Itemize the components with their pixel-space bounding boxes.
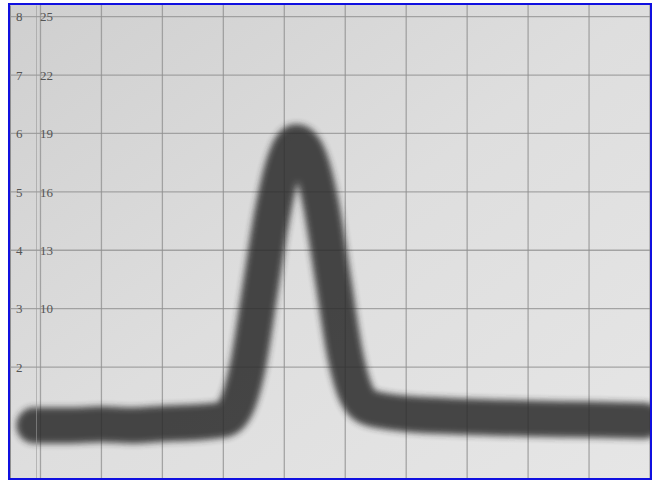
y-tick-label: 3 (16, 301, 23, 316)
y2-tick: 22 (36, 68, 53, 83)
grid-line-y (10, 133, 650, 134)
y-tick: 8 (10, 9, 23, 24)
y-tick: 4 (10, 243, 23, 258)
y-tick-label: 7 (16, 68, 23, 83)
y-tick-label: 2 (16, 360, 23, 375)
y-tick-label: 5 (16, 185, 23, 200)
y2-tick: 19 (36, 126, 53, 141)
plot-background (10, 5, 650, 478)
grid (10, 5, 650, 478)
y2-tick-label: 19 (40, 126, 53, 141)
y-tick: 7 (10, 68, 23, 83)
chart: 2 3 4 5 6 7 8 10 13 16 19 22 25 (0, 0, 654, 483)
y2-tick-label: 16 (40, 185, 54, 200)
y-tick: 3 (10, 301, 23, 316)
y2-tick-label: 13 (40, 243, 53, 258)
y2-tick-label: 10 (40, 301, 53, 316)
y2-axis-line (36, 6, 37, 479)
y-tick-label: 6 (16, 126, 23, 141)
frame (9, 4, 651, 479)
y2-tick: 16 (36, 185, 54, 200)
grid-line-y (10, 16, 650, 17)
y-axis-line (10, 6, 11, 479)
grid-line-y (10, 74, 650, 75)
y-axis: 2 3 4 5 6 7 8 (10, 6, 23, 479)
y2-tick: 25 (36, 9, 53, 24)
y-tick-label: 4 (16, 243, 23, 258)
plot-area (34, 142, 644, 425)
y-tick: 5 (10, 185, 23, 200)
y2-axis: 10 13 16 19 22 25 (36, 6, 54, 479)
y2-tick: 10 (36, 301, 53, 316)
trace (34, 142, 644, 425)
y2-tick-label: 25 (40, 9, 53, 24)
y-tick: 2 (10, 360, 23, 375)
y2-tick: 13 (36, 243, 53, 258)
y2-tick-label: 22 (40, 68, 53, 83)
y-tick-label: 8 (16, 9, 23, 24)
y-tick: 6 (10, 126, 23, 141)
